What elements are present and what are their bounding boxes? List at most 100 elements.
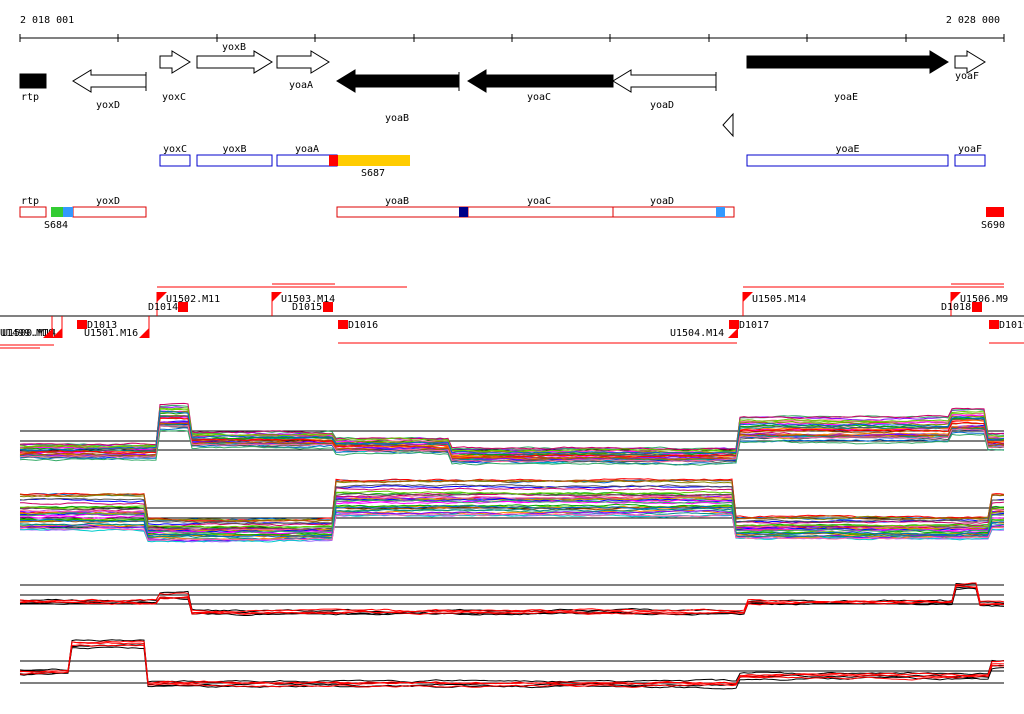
expression-track-4	[19, 639, 1005, 690]
plus-transcript-yoaF[interactable]: yoaF	[954, 144, 986, 167]
gene-label: yoaC	[527, 92, 551, 103]
expression-profile	[20, 499, 1005, 535]
feature-label: D1015	[292, 302, 322, 313]
feature-label: U1503.M14	[281, 294, 335, 305]
expression-profile	[19, 644, 1005, 688]
transcript-label: yoaA	[295, 144, 319, 155]
feature-box	[178, 302, 188, 312]
plus-strand-transcript-track: yoxC yoxB yoaA yoaE yoaF S687	[159, 144, 986, 179]
gene-shape	[72, 69, 147, 93]
gene-label: yoaB	[385, 113, 409, 124]
feature-label-U1504.M14: U1504.M14	[670, 328, 724, 339]
gene-shape	[196, 50, 273, 74]
expression-profile	[19, 644, 1005, 688]
gene-label: yoxD	[96, 100, 120, 111]
plus-transcript-yoaE[interactable]: yoaE	[746, 144, 949, 167]
minus-transcript-yoaC[interactable]: yoaC	[467, 196, 614, 218]
gene-shape	[276, 50, 330, 74]
plus-transcript-yoaA[interactable]: yoaA	[276, 144, 338, 167]
gene-arrow-yoaA[interactable]: yoaA	[276, 50, 330, 91]
transcript-box	[19, 206, 47, 218]
expression-profile	[20, 490, 1004, 529]
downstream-feature-D1015[interactable]: D1015	[292, 302, 333, 313]
feature-label: U1505.M14	[752, 294, 806, 305]
minus-segment-navy	[459, 207, 468, 217]
feature-box	[972, 302, 982, 312]
gene-label: yoaF	[955, 71, 979, 82]
downstream-feature-D1013[interactable]: D1013	[77, 320, 117, 331]
feature-flag-icon	[157, 292, 167, 302]
gene-shape	[612, 69, 717, 93]
expression-tracks	[19, 402, 1005, 690]
transcript-label: yoaD	[650, 196, 674, 207]
expression-profile	[19, 417, 1005, 459]
feature-flag-icon	[728, 328, 738, 338]
feature-flag-icon	[743, 292, 753, 302]
expression-profile	[19, 491, 1005, 529]
gene-arrow-yoxC[interactable]: yoxC	[159, 50, 191, 103]
feature-box	[323, 302, 333, 312]
ruler-end-label: 2 028 000	[946, 15, 1000, 26]
plus-segment-yellow	[338, 155, 410, 166]
gene-arrow-rtp[interactable]: rtp	[19, 73, 47, 103]
downstream-feature-D1019[interactable]: D1019	[989, 320, 1024, 331]
transcript-label: yoaE	[835, 144, 859, 155]
gene-shape	[467, 69, 614, 93]
downstream-feature-D1017[interactable]: D1017	[729, 320, 769, 331]
plus-segment-red	[329, 155, 338, 166]
gene-arrow-yoaC[interactable]: yoaC	[467, 69, 614, 103]
segment-label-S690: S690	[981, 220, 1005, 231]
expression-profile	[19, 497, 1005, 533]
feature-label: D1013	[87, 320, 117, 331]
expression-profile	[19, 641, 1005, 686]
feature-flag-icon	[951, 292, 961, 302]
feature-label: U1499.M19	[0, 328, 54, 339]
plus-transcript-yoxB[interactable]: yoxB	[196, 144, 273, 167]
transcript-label: yoxB	[222, 144, 246, 155]
minus-transcript-rtp[interactable]: rtp	[19, 196, 47, 218]
gene-arrow-yoaD[interactable]: yoaD	[612, 69, 717, 111]
gene-label: yoaD	[650, 100, 674, 111]
expression-profile	[19, 487, 1005, 527]
gene-arrow-yoxD[interactable]: yoxD	[72, 69, 147, 111]
downstream-feature-D1016[interactable]: D1016	[338, 320, 378, 331]
transcript-label: yoaF	[958, 144, 982, 155]
expression-profile	[19, 427, 1005, 466]
transcript-label: yoxC	[163, 144, 187, 155]
expression-profile	[19, 402, 1005, 451]
gene-arrow-yoaB[interactable]: yoaB	[336, 69, 460, 124]
expression-profile	[19, 425, 1005, 463]
expression-profile	[19, 410, 1005, 455]
gene-arrow-yoxB[interactable]: yoxB	[196, 42, 273, 74]
minus-strand-marker-icon	[722, 112, 734, 138]
minus-segment-blue-2	[716, 207, 725, 217]
transcript-label: yoaB	[385, 196, 409, 207]
feature-flag-icon	[139, 328, 149, 338]
feature-flag-icon	[52, 328, 62, 338]
minus-transcript-yoxD[interactable]: yoxD	[72, 196, 147, 218]
downstream-feature-D1018[interactable]: D1018	[941, 302, 982, 313]
feature-label: D1014	[148, 302, 178, 313]
expression-profile	[19, 513, 1005, 541]
downstream-feature-D1014[interactable]: D1014	[148, 302, 188, 313]
minus-segment-red	[986, 207, 1004, 217]
expression-track-2	[19, 478, 1005, 543]
upstream-feature-U1505.M14[interactable]: U1505.M14	[742, 292, 806, 316]
feature-flag-icon	[43, 328, 53, 338]
feature-label: D1019	[999, 320, 1024, 331]
expression-profile	[19, 479, 1005, 522]
gene-shape	[336, 69, 460, 93]
gene-label: yoxC	[162, 92, 186, 103]
plus-transcript-yoxC[interactable]: yoxC	[159, 144, 191, 167]
segment-label-S684: S684	[44, 220, 68, 231]
expression-profile	[19, 485, 1005, 526]
transcript-label: yoxD	[96, 196, 120, 207]
expression-profile	[19, 479, 1005, 523]
transcript-box	[467, 206, 614, 218]
gene-arrow-yoaE[interactable]: yoaE	[746, 50, 949, 103]
transcript-box	[196, 154, 273, 167]
expression-profile	[19, 422, 1005, 460]
gene-label: yoaA	[289, 80, 313, 91]
gene-arrow-yoaF[interactable]: yoaF	[954, 50, 986, 82]
